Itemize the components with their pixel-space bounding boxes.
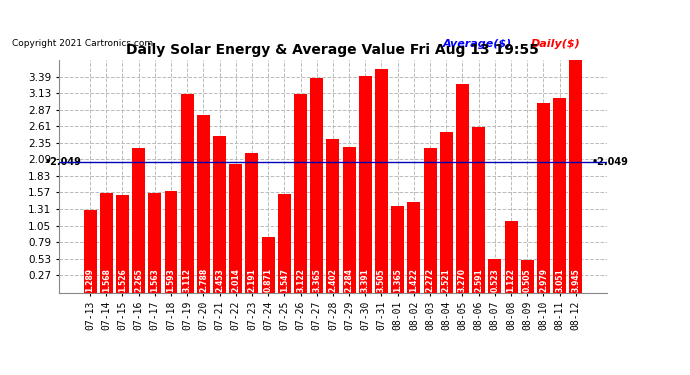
Text: 2.014: 2.014 — [231, 268, 240, 292]
Bar — [359, 76, 372, 292]
Bar — [262, 237, 275, 292]
Bar — [553, 98, 566, 292]
Bar — [326, 140, 339, 292]
Bar — [424, 148, 437, 292]
Bar — [407, 202, 420, 292]
Text: 3.391: 3.391 — [361, 268, 370, 292]
Text: •2.049: •2.049 — [45, 157, 82, 167]
Bar — [278, 194, 290, 292]
Text: 1.568: 1.568 — [101, 268, 111, 292]
Text: 3.122: 3.122 — [296, 268, 305, 292]
Bar — [391, 206, 404, 292]
Text: 2.191: 2.191 — [248, 268, 257, 292]
Text: 1.547: 1.547 — [280, 268, 289, 292]
Bar — [294, 94, 307, 292]
Text: Daily($): Daily($) — [531, 39, 580, 49]
Text: 0.523: 0.523 — [491, 268, 500, 292]
Bar — [472, 128, 485, 292]
Text: 2.521: 2.521 — [442, 268, 451, 292]
Bar — [521, 260, 533, 292]
Text: 2.788: 2.788 — [199, 268, 208, 292]
Text: 2.402: 2.402 — [328, 268, 337, 292]
Bar — [100, 193, 112, 292]
Text: 1.122: 1.122 — [506, 268, 515, 292]
Text: •2.049: •2.049 — [592, 157, 629, 167]
Text: 2.591: 2.591 — [474, 268, 483, 292]
Bar — [375, 69, 388, 292]
Bar — [132, 148, 145, 292]
Text: 3.945: 3.945 — [571, 268, 580, 292]
Text: 2.265: 2.265 — [134, 268, 143, 292]
Text: 2.284: 2.284 — [344, 268, 353, 292]
Bar — [229, 164, 242, 292]
Text: 1.563: 1.563 — [150, 268, 159, 292]
Text: 0.505: 0.505 — [523, 268, 532, 292]
Text: 1.526: 1.526 — [118, 268, 127, 292]
Bar — [343, 147, 355, 292]
Bar — [440, 132, 453, 292]
Bar — [164, 191, 177, 292]
Bar — [148, 193, 161, 292]
Bar — [116, 195, 129, 292]
Text: 3.365: 3.365 — [313, 268, 322, 292]
Bar — [181, 94, 194, 292]
Text: 3.505: 3.505 — [377, 268, 386, 292]
Text: 3.051: 3.051 — [555, 268, 564, 292]
Text: 1.422: 1.422 — [409, 268, 418, 292]
Text: 3.112: 3.112 — [183, 268, 192, 292]
Text: 1.289: 1.289 — [86, 268, 95, 292]
Bar — [197, 115, 210, 292]
Text: 2.979: 2.979 — [539, 268, 548, 292]
Text: 1.365: 1.365 — [393, 268, 402, 292]
Bar — [537, 103, 550, 292]
Title: Daily Solar Energy & Average Value Fri Aug 13 19:55: Daily Solar Energy & Average Value Fri A… — [126, 44, 540, 57]
Bar — [83, 210, 97, 292]
Text: 2.272: 2.272 — [426, 268, 435, 292]
Text: 2.453: 2.453 — [215, 268, 224, 292]
Text: 3.270: 3.270 — [458, 268, 467, 292]
Bar — [456, 84, 469, 292]
Bar — [489, 259, 502, 292]
Bar — [246, 153, 259, 292]
Text: 0.871: 0.871 — [264, 268, 273, 292]
Bar — [213, 136, 226, 292]
Bar — [310, 78, 323, 292]
Text: Average($): Average($) — [443, 39, 512, 49]
Text: 1.593: 1.593 — [166, 268, 175, 292]
Bar — [569, 41, 582, 292]
Bar — [504, 221, 518, 292]
Text: Copyright 2021 Cartronics.com: Copyright 2021 Cartronics.com — [12, 39, 153, 48]
